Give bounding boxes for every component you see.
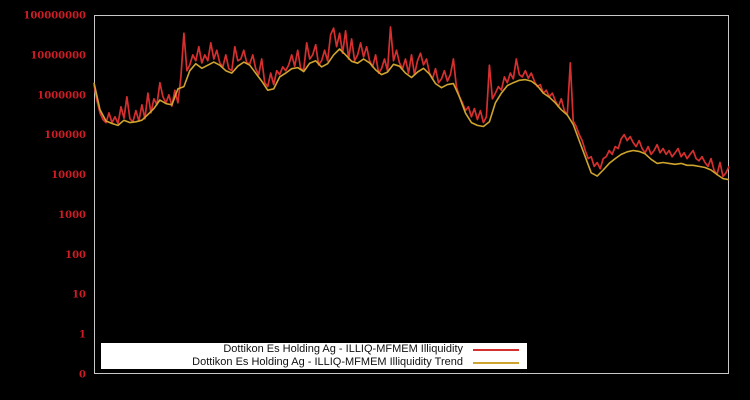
y-axis-tick-label: 10000000 <box>30 50 86 61</box>
legend: Dottikon Es Holding Ag - ILLIQ-MFMEM Ill… <box>101 343 527 369</box>
y-axis-tick-label: 10 <box>72 290 86 301</box>
trend-line <box>93 48 730 181</box>
series-lines <box>93 26 730 181</box>
y-axis-labels: 1000000001000000010000001000001000010001… <box>23 11 86 381</box>
legend-row-illiquidity: Dottikon Es Holding Ag - ILLIQ-MFMEM Ill… <box>101 343 527 356</box>
legend-label-trend: Dottikon Es Holding Ag - ILLIQ-MFMEM Ill… <box>192 356 463 368</box>
y-axis-tick-label: 10000 <box>51 170 86 181</box>
y-axis-tick-label: 100000000 <box>23 11 86 22</box>
y-axis-tick-label: 1 <box>79 330 86 341</box>
y-axis-tick-label: 100 <box>65 250 86 261</box>
y-axis-tick-label: 100000 <box>44 130 86 141</box>
legend-label-illiquidity: Dottikon Es Holding Ag - ILLIQ-MFMEM Ill… <box>223 343 463 355</box>
y-axis-tick-label: 0 <box>79 369 86 380</box>
y-axis-tick-label: 1000 <box>58 210 86 221</box>
y-axis-tick-label: 1000000 <box>37 90 86 101</box>
legend-row-trend: Dottikon Es Holding Ag - ILLIQ-MFMEM Ill… <box>101 356 527 369</box>
legend-line-sample-illiquidity <box>473 348 519 351</box>
illiquidity-line <box>93 26 730 178</box>
plot-border <box>94 15 729 374</box>
legend-line-sample-trend <box>473 361 519 364</box>
